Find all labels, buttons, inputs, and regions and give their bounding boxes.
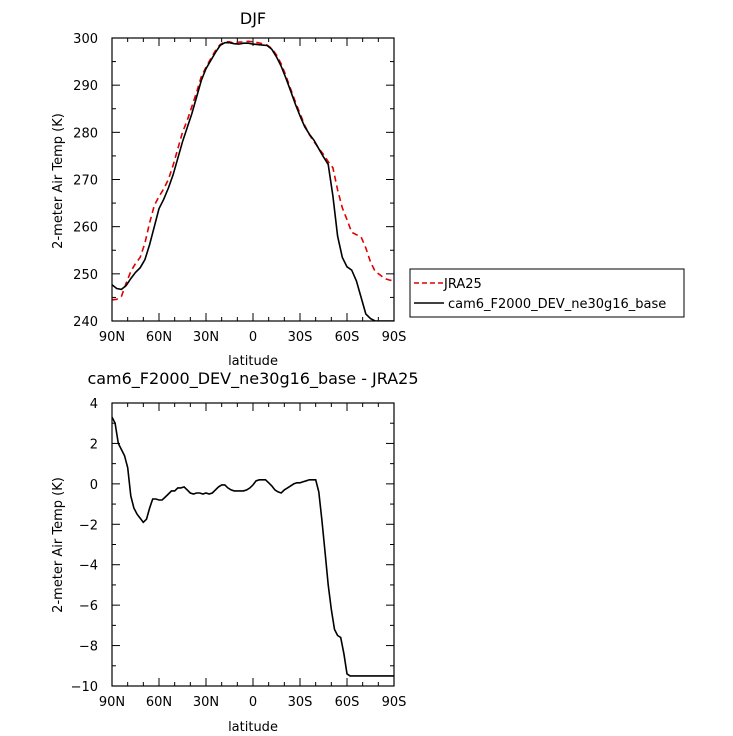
x-tick-label: 90S — [382, 695, 407, 710]
top-panel-ylabel: 2-meter Air Temp (K) — [51, 113, 66, 249]
plot-frame — [111, 402, 395, 687]
legend: JRA25 cam6_F2000_DEV_ne30g16_base — [409, 268, 685, 318]
x-tick-label: 0 — [249, 695, 257, 710]
y-tick-label: 300 — [73, 32, 98, 47]
bottom-panel-plot-area — [112, 416, 394, 677]
legend-label-cam6: cam6_F2000_DEV_ne30g16_base — [448, 297, 666, 312]
bottom-panel-title: cam6_F2000_DEV_ne30g16_base - JRA25 — [87, 369, 418, 389]
x-tick-label: 90N — [99, 330, 125, 345]
legend-label-jra25: JRA25 — [443, 277, 482, 292]
top-panel-axes: 90N 60N 30N 0 30S 60S 90S 240 250 260 270 280 290 300 — [73, 32, 406, 345]
top-panel-xlabel: latitude — [228, 354, 278, 369]
x-tick-label: 30S — [288, 695, 313, 710]
bottom-series-line-0 — [112, 416, 394, 677]
bottom-panel: cam6_F2000_DEV_ne30g16_base - JRA25 90N 6… — [51, 369, 419, 735]
bottom-panel-xlabel: latitude — [228, 720, 278, 735]
x-tick-label: 30N — [193, 330, 219, 345]
y-tick-label: 0 — [90, 478, 98, 493]
y-tick-label: 2 — [90, 437, 98, 452]
x-tick-label: 30N — [193, 695, 219, 710]
y-tick-label: 280 — [73, 126, 98, 141]
x-tick-label: 0 — [249, 330, 257, 345]
y-tick-label: −10 — [71, 680, 98, 695]
bottom-panel-ylabel: 2-meter Air Temp (K) — [51, 477, 66, 613]
y-tick-label: −2 — [79, 518, 98, 533]
x-tick-label: 90N — [99, 695, 125, 710]
x-tick-label: 60N — [146, 330, 172, 345]
y-tick-label: −8 — [79, 640, 98, 655]
top-series-line-1 — [112, 41, 394, 321]
x-tick-label: 60N — [146, 695, 172, 710]
plot-frame — [111, 37, 395, 322]
bottom-panel-axes: 90N 60N 30N 0 30S 60S 90S −10 −8 −6 −4 −2 0 2 4 — [71, 397, 407, 710]
y-tick-label: 260 — [73, 221, 98, 236]
y-tick-label: 250 — [73, 268, 98, 283]
y-tick-label: 240 — [73, 315, 98, 330]
y-tick-label: −6 — [79, 599, 98, 614]
x-tick-label: 90S — [382, 330, 407, 345]
x-tick-label: 60S — [335, 330, 360, 345]
y-tick-label: −4 — [79, 559, 98, 574]
x-tick-label: 60S — [335, 695, 360, 710]
top-panel-title: DJF — [240, 9, 266, 28]
y-tick-label: 4 — [90, 397, 98, 412]
top-series-line-0 — [112, 40, 394, 301]
y-tick-label: 270 — [73, 174, 98, 189]
top-panel-plot-area — [112, 40, 394, 321]
top-panel: DJF 90N 60N 30N 0 30S 60S 90S 240 250 260 270 280 29… — [51, 9, 685, 369]
x-tick-label: 30S — [288, 330, 313, 345]
legend-box — [409, 268, 685, 318]
y-tick-label: 290 — [73, 79, 98, 94]
